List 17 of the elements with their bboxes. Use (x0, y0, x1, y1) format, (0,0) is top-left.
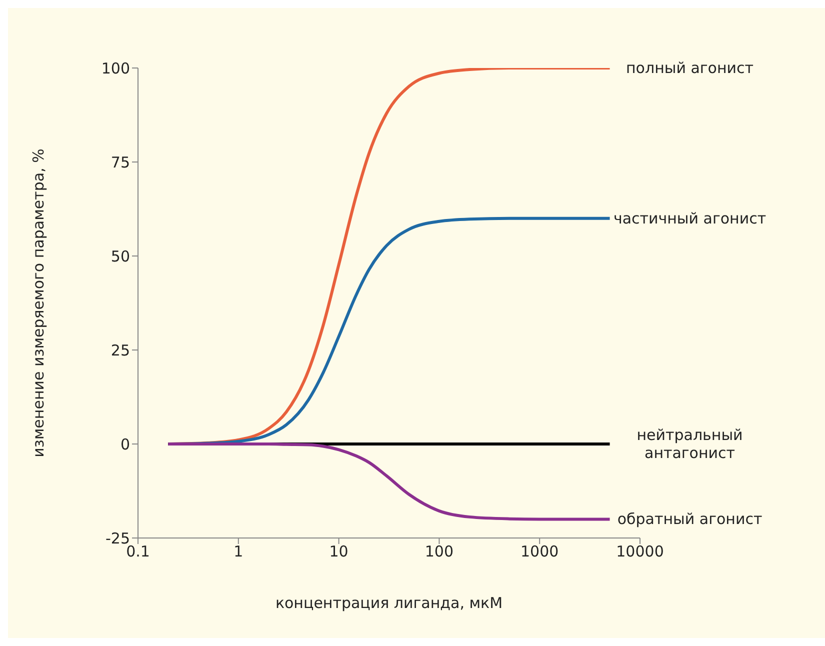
x-tick-label: 0.1 (126, 542, 150, 561)
series-label: нейтральный антагонист (636, 426, 743, 462)
y-axis-title: изменение измеряемого параметра, % (29, 148, 48, 458)
x-tick-label: 100 (424, 542, 454, 561)
y-tick-label: 75 (110, 153, 130, 172)
x-tick-label: 10 (329, 542, 348, 561)
series-label: полный агонист (626, 59, 754, 77)
y-tick-label: 100 (101, 59, 130, 78)
y-tick-label: 0 (120, 435, 130, 454)
x-axis-title: концентрация лиганда, мкМ (275, 594, 503, 612)
x-tick-label: 1000 (520, 542, 559, 561)
y-tick-label: 25 (110, 341, 130, 360)
series-label: обратный агонист (617, 510, 762, 528)
series-label: частичный агонист (613, 209, 766, 228)
y-tick-label: 50 (110, 247, 130, 266)
x-tick-label: 10000 (616, 542, 664, 561)
x-tick-label: 1 (234, 542, 244, 561)
